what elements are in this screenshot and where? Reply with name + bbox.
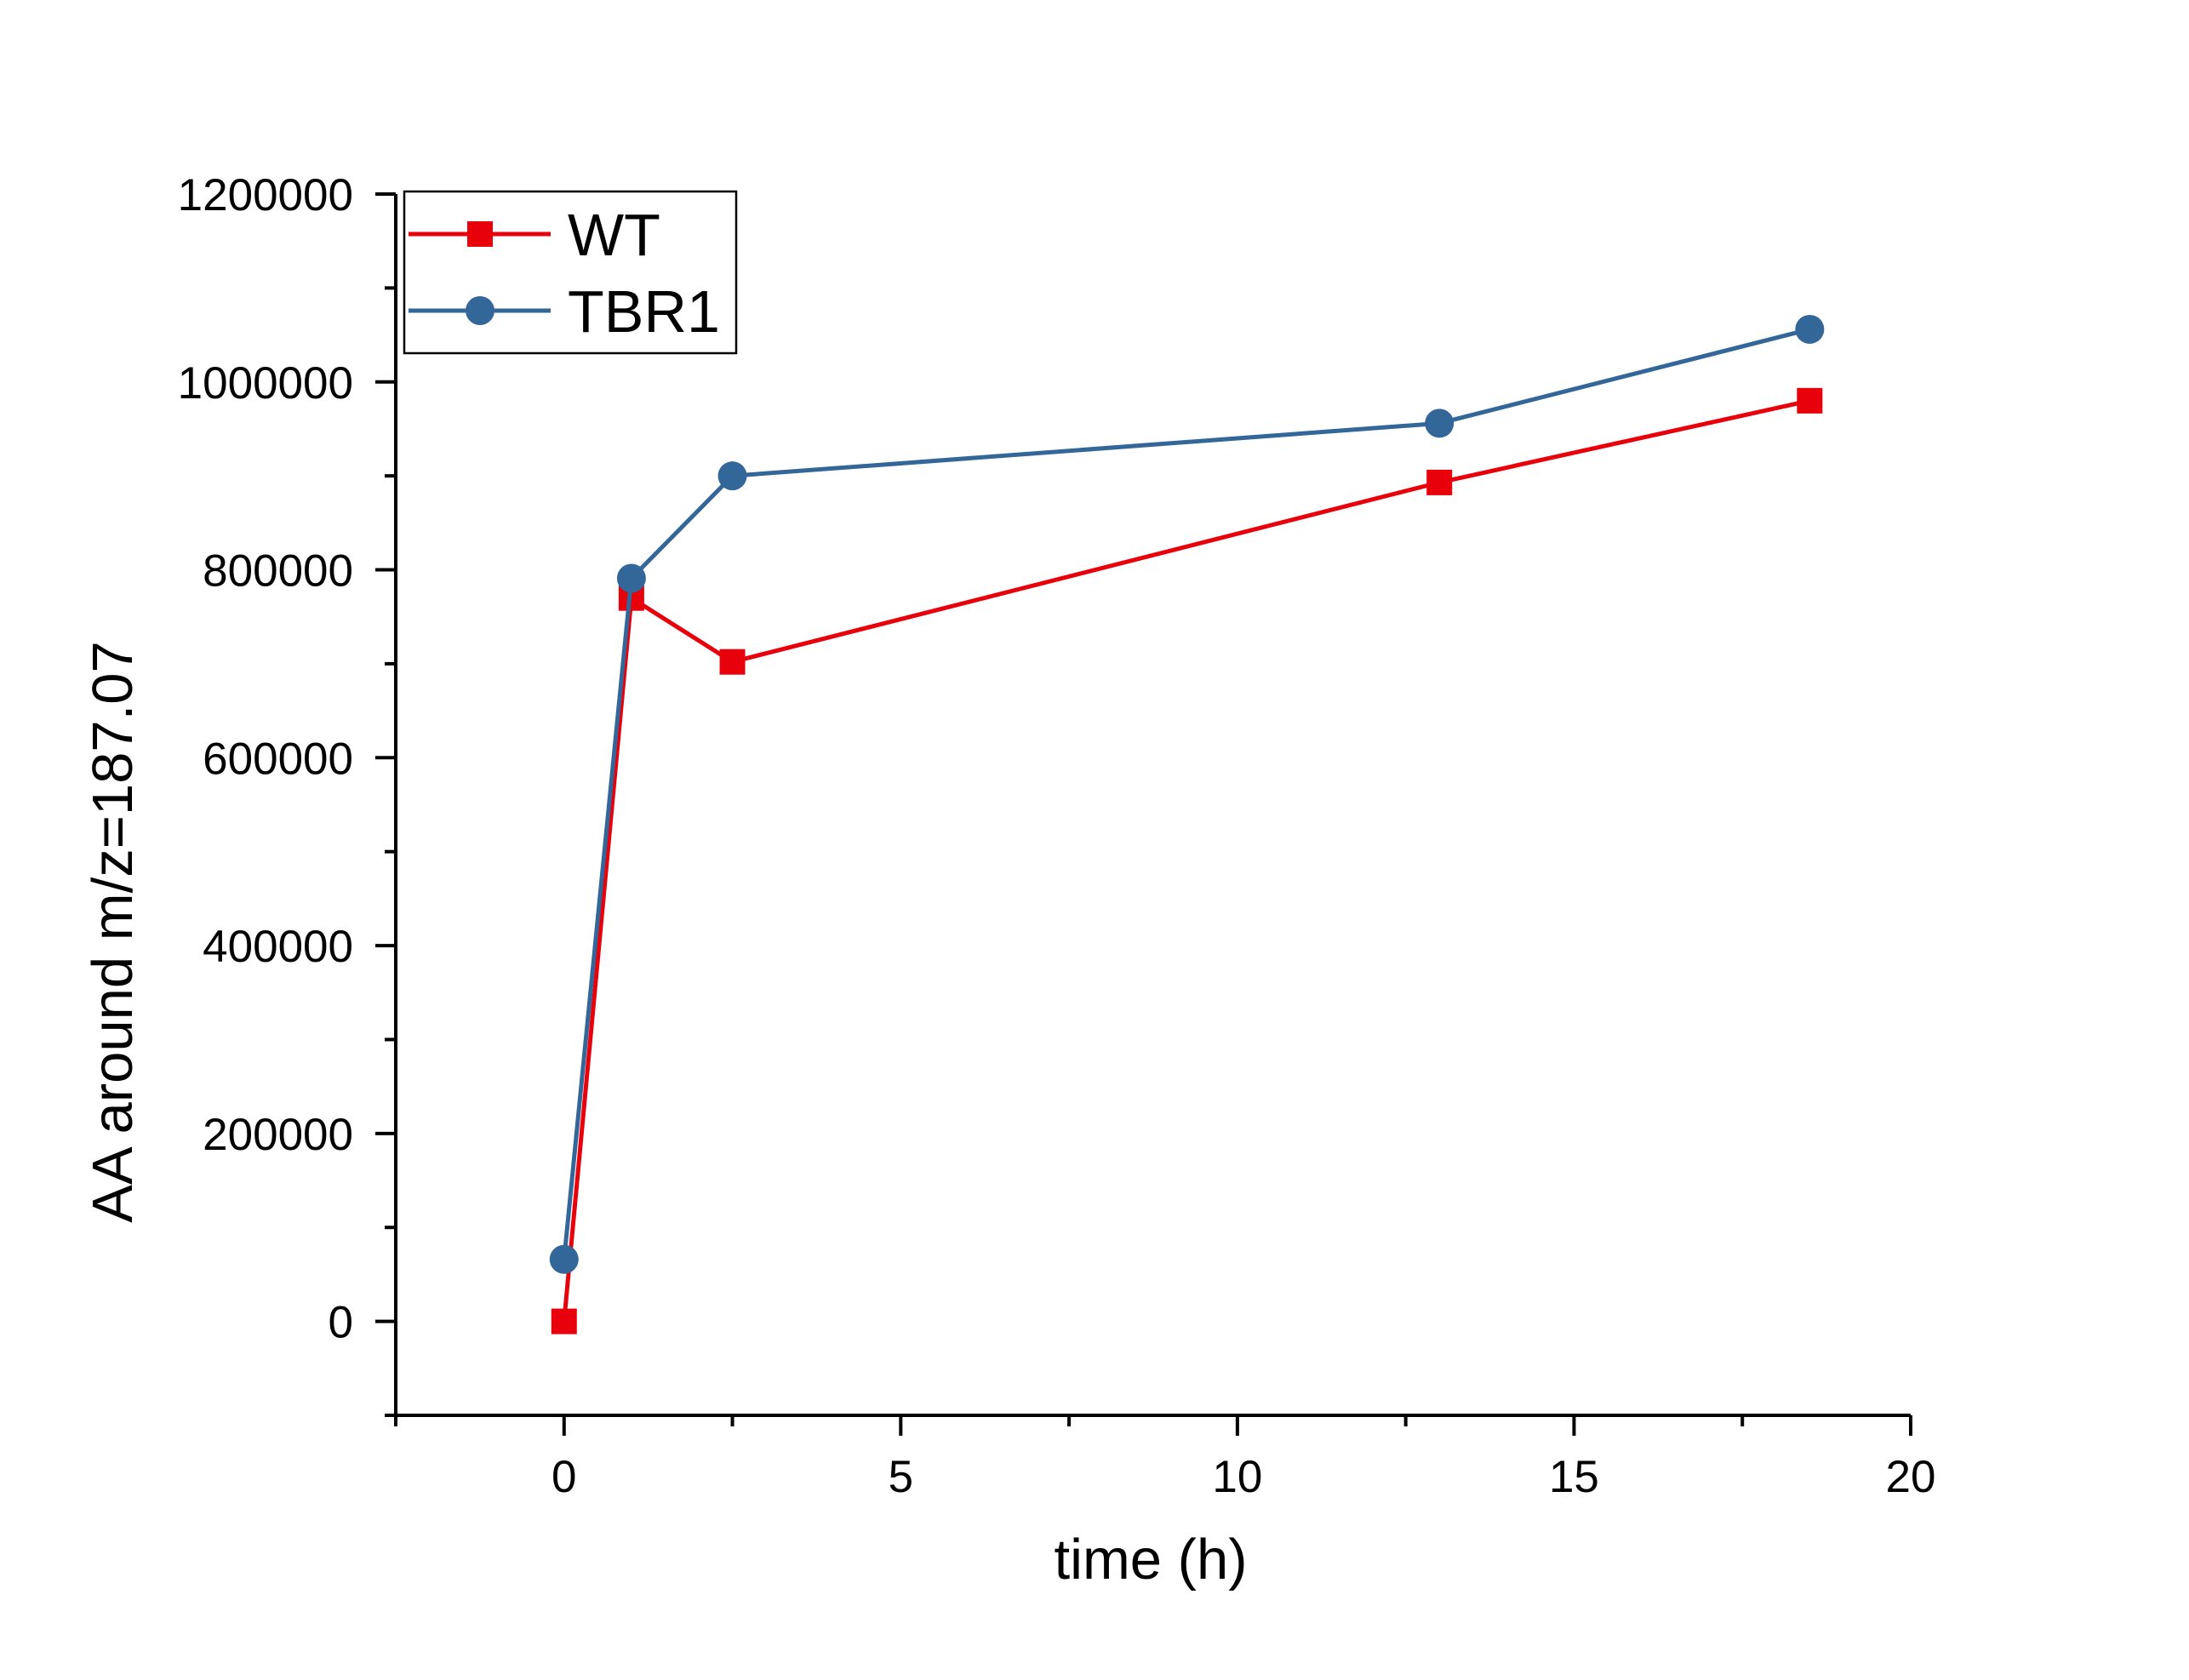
legend: WT TBR1 — [403, 190, 738, 355]
y-axis-title: AA around m/z=187.07 — [81, 641, 145, 1223]
legend-marker-tbr1 — [466, 296, 494, 325]
series-wt — [551, 387, 1823, 1334]
data-point-tbr1 — [549, 1244, 579, 1274]
data-point-wt — [719, 649, 746, 675]
legend-box — [403, 190, 738, 355]
data-point-wt — [551, 1308, 577, 1334]
x-tick-label: 15 — [1549, 1452, 1599, 1502]
axes: 0 200000 400000 600000 800000 1000000 1200000 0… — [178, 170, 1936, 1502]
y-tick-label: 600000 — [203, 734, 353, 784]
x-axis-title: time (h) — [1054, 1528, 1247, 1591]
data-point-tbr1 — [1425, 409, 1455, 438]
x-tick-label: 10 — [1212, 1452, 1262, 1502]
legend-label-wt: WT — [568, 202, 660, 268]
series-line-wt — [562, 398, 1810, 1322]
data-point-tbr1 — [1795, 314, 1825, 344]
y-tick-label: 800000 — [203, 546, 353, 597]
x-tick-label: 5 — [889, 1452, 913, 1502]
series-line-tbr1 — [562, 327, 1810, 1260]
data-point-tbr1 — [717, 461, 747, 491]
y-tick-label: 0 — [329, 1298, 353, 1348]
series-layer — [549, 314, 1825, 1334]
data-point-wt — [1426, 469, 1453, 495]
series-tbr1 — [549, 314, 1825, 1274]
y-tick-label: 1000000 — [178, 358, 353, 409]
legend-marker-wt — [467, 221, 493, 247]
x-tick-label: 20 — [1886, 1452, 1936, 1502]
y-tick-label: 200000 — [203, 1110, 353, 1160]
data-point-wt — [1797, 387, 1823, 414]
legend-label-tbr1: TBR1 — [568, 278, 720, 345]
x-tick-label: 0 — [552, 1452, 576, 1502]
y-tick-label: 1200000 — [178, 170, 353, 220]
y-tick-label: 400000 — [203, 922, 353, 972]
data-point-tbr1 — [616, 563, 646, 593]
